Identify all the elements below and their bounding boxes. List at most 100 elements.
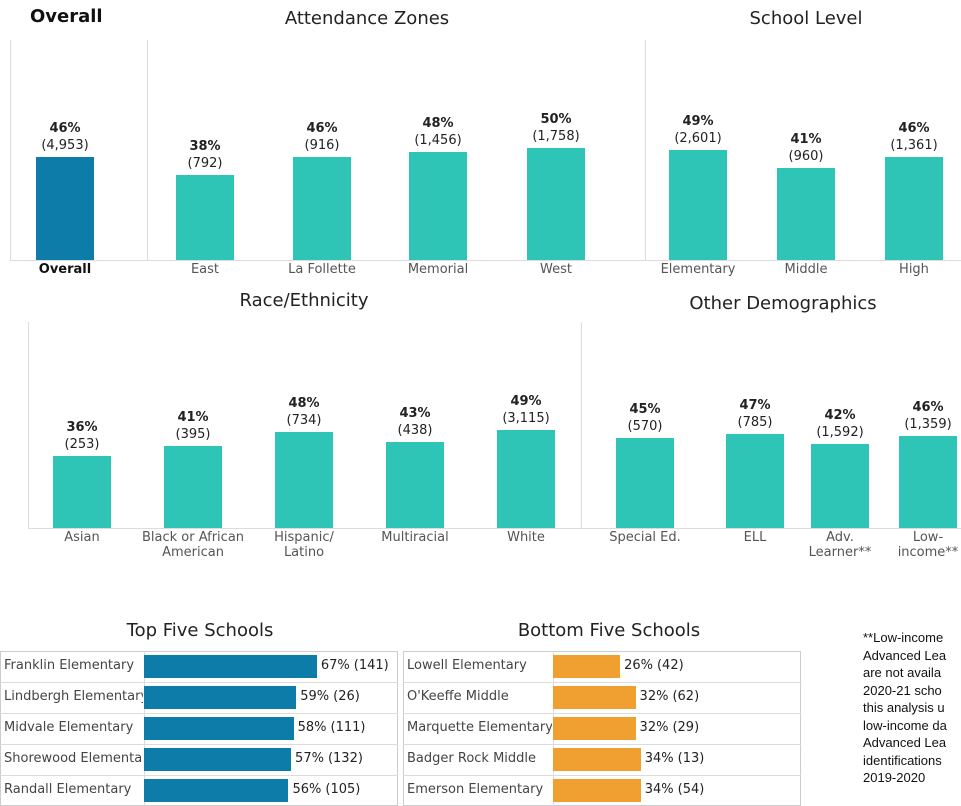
chart-title: Race/Ethnicity [239,290,369,311]
panel-line [645,40,646,260]
category-label: Asian [64,530,100,545]
bar [53,456,111,528]
category-label: Adv. Learner** [808,530,872,560]
row-line [403,744,801,745]
count-text: (111) [330,720,366,735]
value-label: 46% [912,400,944,415]
count-label: (1,456) [414,133,462,148]
value-label: 36% [66,420,98,435]
panel-line [10,260,961,261]
value-label: 50% [540,111,572,127]
row-label: Lowell Elementary [407,658,527,673]
category-label: Black or African American [141,530,245,560]
value-label: 32% (62) [640,689,700,704]
footnote-line: 2020-21 scho [863,682,942,698]
value-label: 58% (111) [298,720,366,735]
row-line [403,775,801,776]
value-label: 34% (54) [645,782,705,797]
count-label: (570) [627,419,663,434]
chart-title: Other Demographics [689,293,877,314]
value-text: 32% [639,720,669,735]
value-label: 49% [510,394,542,409]
bar [497,430,555,528]
footnote-line: Advanced Lea [863,735,947,750]
bar [553,686,636,709]
count-text: (29) [672,720,700,735]
row-line [0,775,398,776]
count-label: (960) [788,148,824,164]
category-label: ELL [743,530,767,545]
category-label: Special Ed. [609,530,681,545]
bar [726,434,784,528]
footnote-line: **Low-income [863,630,944,645]
bar [293,156,351,260]
footnote-line: identifications [863,752,942,768]
value-label: 49% [682,113,714,129]
bar [553,717,636,740]
bar [777,167,835,260]
row-line [0,682,398,683]
value-text: 58% [297,720,327,735]
bar [144,748,292,771]
bar [899,436,957,528]
category-label: White [507,530,545,545]
row-line [403,682,801,683]
row-label: Badger Rock Middle [407,751,537,766]
value-label: 34% (13) [645,751,705,766]
value-label: 45% [629,402,661,417]
bar [144,655,317,678]
value-label: 59% (26) [300,689,360,704]
category-label: Memorial [407,262,469,277]
value-label: 46% [898,120,930,136]
value-label: 48% [422,116,454,131]
count-label: (916) [304,137,340,153]
value-label: 48% [288,396,320,411]
bar [36,156,94,260]
category-label: High [899,262,929,277]
bar [811,444,869,528]
count-text: (54) [677,782,705,797]
category-label: Low- income** [897,530,959,560]
bar [669,149,727,260]
panel-line [10,40,11,260]
value-label: 41% [790,131,822,147]
value-text: 67% [320,658,350,673]
bar [144,686,297,709]
category-label: East [190,262,220,277]
count-text: (132) [327,751,363,766]
value-label: 43% [399,406,431,421]
count-label: (1,361) [890,137,938,153]
row-label: Franklin Elementary [4,658,135,673]
count-text: (141) [353,658,389,673]
category-label: La Follette [288,262,356,277]
count-label: (2,601) [674,130,722,146]
footnote-line: are not availa [863,665,942,680]
value-label: 67% (141) [321,658,389,673]
category-label: West [540,262,572,277]
category-label: Middle [784,262,828,277]
row-label: Lindbergh Elementary [4,689,143,704]
value-text: 56% [292,782,322,797]
bar [409,152,467,260]
row-label: Emerson Elementary [407,782,544,797]
chart-title: Top Five Schools [126,620,274,641]
count-label: (395) [175,427,211,442]
value-label: 26% (42) [624,658,684,673]
bar [616,438,674,528]
row-line [403,713,801,714]
row-label: O'Keeffe Middle [407,689,509,704]
bar [144,717,294,740]
count-text: (62) [672,689,700,704]
chart-title: Attendance Zones [284,8,450,29]
value-label: 41% [177,410,209,425]
bar [553,655,621,678]
value-label: 47% [739,398,771,413]
bar [144,779,289,802]
bar [164,446,222,528]
row-line [0,744,398,745]
footnote-line: low-income da [863,717,947,733]
bar [553,748,641,771]
count-label: (1,592) [816,425,864,440]
count-label: (438) [397,423,433,438]
category-label: Hispanic/ Latino [274,530,334,560]
